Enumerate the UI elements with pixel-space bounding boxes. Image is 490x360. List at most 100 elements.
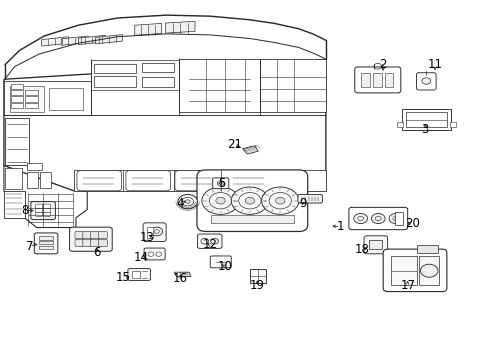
- Bar: [74, 170, 326, 191]
- Circle shape: [202, 187, 239, 214]
- Bar: [40, 172, 51, 188]
- FancyBboxPatch shape: [83, 231, 92, 239]
- FancyBboxPatch shape: [83, 239, 92, 247]
- Circle shape: [151, 227, 163, 236]
- FancyBboxPatch shape: [91, 239, 99, 247]
- FancyBboxPatch shape: [213, 178, 229, 189]
- FancyBboxPatch shape: [197, 170, 308, 231]
- Text: 16: 16: [173, 273, 188, 285]
- Text: 18: 18: [355, 243, 370, 256]
- Bar: [147, 227, 153, 238]
- Bar: [361, 73, 370, 87]
- Circle shape: [216, 197, 225, 204]
- Text: 7: 7: [25, 240, 33, 253]
- Circle shape: [354, 213, 368, 224]
- Bar: [132, 271, 140, 278]
- Circle shape: [201, 238, 209, 244]
- Circle shape: [245, 197, 255, 204]
- Polygon shape: [166, 21, 195, 33]
- Bar: [142, 77, 174, 87]
- Bar: [397, 122, 403, 127]
- Polygon shape: [4, 59, 326, 191]
- FancyBboxPatch shape: [75, 239, 84, 247]
- Bar: [373, 73, 382, 87]
- Text: 19: 19: [250, 279, 265, 292]
- FancyBboxPatch shape: [210, 256, 231, 268]
- Text: 4: 4: [176, 197, 184, 210]
- Bar: [450, 122, 456, 127]
- FancyBboxPatch shape: [126, 171, 171, 191]
- FancyBboxPatch shape: [144, 248, 165, 260]
- Circle shape: [185, 200, 190, 203]
- Bar: [27, 172, 38, 188]
- Bar: [419, 256, 439, 285]
- FancyBboxPatch shape: [128, 269, 150, 280]
- Circle shape: [262, 187, 299, 214]
- Text: 13: 13: [140, 231, 154, 244]
- FancyBboxPatch shape: [143, 223, 166, 242]
- Bar: [25, 90, 38, 95]
- Bar: [4, 81, 91, 115]
- Text: 14: 14: [134, 251, 148, 264]
- FancyBboxPatch shape: [349, 207, 408, 230]
- Bar: [94, 64, 136, 73]
- FancyBboxPatch shape: [36, 208, 43, 212]
- Bar: [211, 215, 294, 223]
- Circle shape: [371, 213, 385, 224]
- Text: 21: 21: [227, 138, 242, 150]
- Bar: [369, 240, 382, 249]
- Polygon shape: [42, 37, 69, 46]
- Circle shape: [211, 238, 219, 244]
- Polygon shape: [4, 166, 87, 228]
- FancyBboxPatch shape: [44, 212, 50, 216]
- Bar: [94, 76, 136, 87]
- Bar: [49, 88, 83, 110]
- Text: 9: 9: [299, 197, 307, 210]
- Bar: [5, 168, 22, 189]
- FancyBboxPatch shape: [383, 249, 447, 292]
- Polygon shape: [417, 245, 438, 253]
- Polygon shape: [96, 35, 122, 44]
- Bar: [91, 60, 179, 90]
- Bar: [25, 96, 38, 102]
- Text: 20: 20: [405, 217, 420, 230]
- Polygon shape: [61, 36, 88, 45]
- FancyBboxPatch shape: [298, 194, 322, 203]
- Bar: [142, 63, 174, 72]
- FancyBboxPatch shape: [44, 204, 50, 208]
- FancyBboxPatch shape: [197, 234, 222, 248]
- FancyBboxPatch shape: [36, 204, 43, 208]
- FancyBboxPatch shape: [91, 231, 99, 239]
- Bar: [39, 236, 53, 240]
- Bar: [39, 246, 53, 249]
- Bar: [406, 112, 447, 127]
- Polygon shape: [243, 146, 258, 154]
- FancyBboxPatch shape: [364, 236, 388, 254]
- Circle shape: [420, 264, 438, 277]
- Bar: [10, 86, 44, 112]
- Text: 5: 5: [218, 177, 225, 190]
- Circle shape: [422, 78, 431, 84]
- Bar: [11, 90, 23, 95]
- Text: 1: 1: [337, 220, 344, 233]
- Text: 12: 12: [202, 238, 217, 251]
- Bar: [39, 241, 53, 244]
- Bar: [4, 191, 24, 218]
- Circle shape: [275, 197, 285, 204]
- Bar: [11, 103, 23, 108]
- Circle shape: [178, 194, 197, 209]
- Bar: [27, 163, 42, 170]
- Text: 11: 11: [428, 58, 442, 71]
- Bar: [11, 96, 23, 102]
- FancyBboxPatch shape: [36, 212, 43, 216]
- Text: 10: 10: [218, 260, 233, 273]
- Bar: [5, 118, 29, 165]
- Bar: [391, 256, 416, 285]
- Text: 2: 2: [379, 58, 387, 71]
- FancyBboxPatch shape: [77, 171, 122, 191]
- Text: 15: 15: [116, 271, 131, 284]
- FancyBboxPatch shape: [34, 233, 58, 254]
- Circle shape: [220, 182, 222, 184]
- FancyBboxPatch shape: [44, 208, 50, 212]
- FancyBboxPatch shape: [31, 202, 55, 220]
